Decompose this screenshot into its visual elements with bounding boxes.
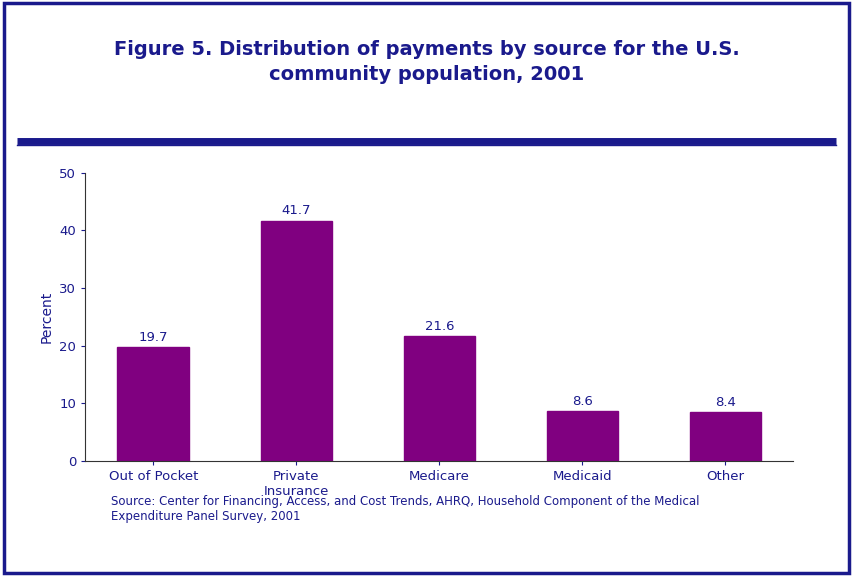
Text: Source: Center for Financing, Access, and Cost Trends, AHRQ, Household Component: Source: Center for Financing, Access, an…	[111, 495, 699, 524]
Text: 8.6: 8.6	[571, 395, 592, 408]
Text: 41.7: 41.7	[281, 204, 311, 217]
Bar	[118, 347, 189, 461]
Text: 21.6: 21.6	[424, 320, 453, 333]
Text: 8.4: 8.4	[714, 396, 735, 409]
Bar	[403, 336, 475, 461]
Bar	[688, 412, 760, 461]
Y-axis label: Percent: Percent	[40, 291, 54, 343]
Text: 19.7: 19.7	[138, 331, 168, 344]
Bar	[546, 411, 618, 461]
Bar	[260, 221, 331, 461]
Text: Figure 5. Distribution of payments by source for the U.S.
community population, : Figure 5. Distribution of payments by so…	[113, 40, 739, 84]
